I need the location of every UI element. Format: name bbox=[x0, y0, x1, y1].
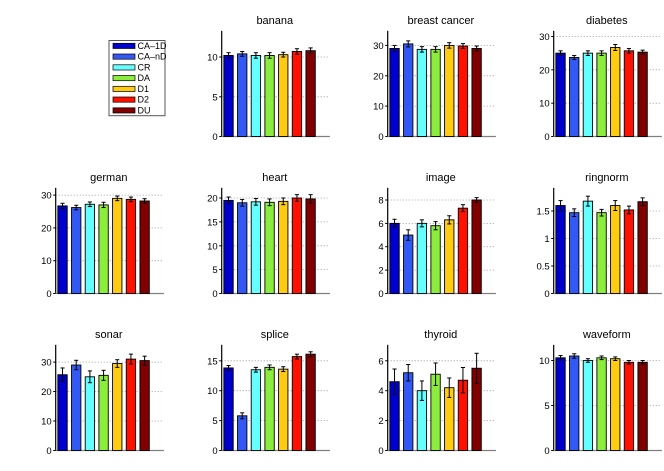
svg-text:heart: heart bbox=[262, 172, 287, 184]
svg-text:2: 2 bbox=[378, 266, 383, 277]
svg-text:10: 10 bbox=[539, 356, 550, 367]
svg-text:0: 0 bbox=[46, 289, 51, 300]
svg-text:20: 20 bbox=[373, 71, 384, 82]
svg-text:30: 30 bbox=[41, 191, 52, 202]
svg-text:0: 0 bbox=[544, 289, 549, 300]
svg-text:5: 5 bbox=[544, 401, 549, 412]
svg-text:CR: CR bbox=[138, 62, 151, 72]
svg-text:0: 0 bbox=[212, 446, 217, 457]
svg-text:30: 30 bbox=[373, 41, 384, 52]
svg-text:0: 0 bbox=[544, 132, 549, 143]
svg-text:5: 5 bbox=[212, 92, 217, 103]
svg-text:0: 0 bbox=[378, 446, 383, 457]
svg-text:5: 5 bbox=[212, 265, 217, 276]
svg-text:D2: D2 bbox=[138, 95, 150, 105]
svg-text:10: 10 bbox=[539, 99, 550, 110]
svg-text:D1: D1 bbox=[138, 84, 150, 94]
svg-text:sonar: sonar bbox=[95, 329, 123, 341]
svg-text:6: 6 bbox=[378, 356, 383, 367]
svg-text:0: 0 bbox=[378, 289, 383, 300]
svg-text:1: 1 bbox=[544, 234, 549, 245]
svg-text:10: 10 bbox=[207, 386, 218, 397]
svg-text:5: 5 bbox=[212, 416, 217, 427]
svg-text:DA: DA bbox=[138, 73, 151, 83]
svg-text:4: 4 bbox=[378, 242, 383, 253]
svg-text:10: 10 bbox=[207, 53, 218, 64]
svg-text:20: 20 bbox=[41, 387, 52, 398]
svg-text:0: 0 bbox=[544, 446, 549, 457]
svg-text:15: 15 bbox=[207, 356, 218, 367]
svg-text:15: 15 bbox=[207, 217, 218, 228]
svg-text:10: 10 bbox=[41, 256, 52, 267]
svg-text:thyroid: thyroid bbox=[424, 329, 457, 341]
svg-text:10: 10 bbox=[41, 417, 52, 428]
svg-text:2: 2 bbox=[378, 416, 383, 427]
svg-text:6: 6 bbox=[378, 219, 383, 230]
svg-text:10: 10 bbox=[373, 102, 384, 113]
svg-text:0: 0 bbox=[46, 446, 51, 457]
svg-text:4: 4 bbox=[378, 386, 383, 397]
svg-text:diabetes: diabetes bbox=[586, 15, 628, 27]
svg-text:8: 8 bbox=[378, 196, 383, 207]
svg-text:30: 30 bbox=[41, 358, 52, 369]
svg-text:20: 20 bbox=[539, 65, 550, 76]
svg-text:CA–1D: CA–1D bbox=[138, 41, 167, 51]
svg-text:0: 0 bbox=[378, 132, 383, 143]
svg-text:20: 20 bbox=[207, 194, 218, 205]
svg-text:DU: DU bbox=[138, 105, 151, 115]
svg-text:banana: banana bbox=[256, 15, 294, 27]
svg-text:0: 0 bbox=[212, 132, 217, 143]
svg-text:0: 0 bbox=[212, 289, 217, 300]
svg-text:1.5: 1.5 bbox=[536, 207, 549, 218]
svg-text:20: 20 bbox=[41, 223, 52, 234]
svg-text:image: image bbox=[426, 172, 456, 184]
svg-text:ringnorm: ringnorm bbox=[585, 172, 628, 184]
svg-text:splice: splice bbox=[261, 329, 289, 341]
svg-text:breast cancer: breast cancer bbox=[407, 15, 474, 27]
svg-text:0.5: 0.5 bbox=[536, 262, 549, 273]
svg-text:waveform: waveform bbox=[582, 329, 631, 341]
svg-text:10: 10 bbox=[207, 241, 218, 252]
svg-text:30: 30 bbox=[539, 32, 550, 43]
svg-text:CA–nD: CA–nD bbox=[138, 52, 167, 62]
svg-text:german: german bbox=[90, 172, 127, 184]
